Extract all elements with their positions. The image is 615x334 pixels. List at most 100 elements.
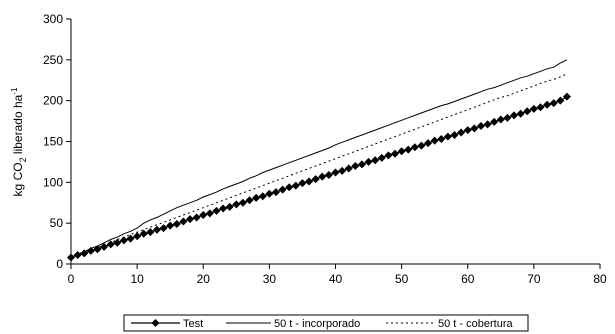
series-test-point — [232, 200, 241, 209]
series-test-point — [166, 221, 175, 230]
series-test-point — [238, 198, 247, 207]
legend: Test 50 t - incorporado 50 t - cobertura — [123, 314, 529, 332]
y-axis-title-prefix: kg CO — [11, 162, 25, 196]
series-test-point — [318, 172, 327, 181]
series-test-point — [186, 215, 195, 224]
series-test-point — [139, 229, 148, 238]
series-test-point — [377, 153, 386, 162]
series-incorporado-line — [70, 59, 568, 258]
series-test-point — [516, 109, 525, 118]
x-axis: 0 10 20 30 40 50 60 70 80 — [68, 263, 607, 286]
series-test-point — [424, 139, 433, 148]
series-test-point — [404, 145, 413, 154]
series-test-point — [496, 115, 505, 124]
series-test-point — [450, 130, 459, 139]
series-test-point — [523, 107, 532, 116]
series-test-point — [205, 209, 214, 218]
series-test-point — [549, 99, 558, 108]
x-tick-label: 30 — [263, 272, 277, 286]
series-test-point — [371, 156, 380, 165]
series-test-point — [199, 211, 208, 219]
y-axis-title-suffix: liberado ha — [11, 94, 25, 157]
series-test-point — [410, 143, 419, 152]
series-test-point — [291, 181, 300, 190]
series-test-point — [258, 192, 267, 201]
series-test-point — [119, 236, 128, 245]
series-test-point — [483, 120, 492, 129]
series-test-point — [417, 141, 426, 150]
legend-test-diamond-marker — [151, 319, 160, 327]
series-test-point — [391, 149, 400, 158]
series-test-point — [430, 136, 439, 145]
series-test-point — [298, 179, 307, 188]
legend-incorporado-label: 50 t - incorporado — [274, 318, 360, 330]
series-test-point — [271, 188, 280, 197]
series-test-point — [324, 170, 333, 179]
series-test-point — [384, 151, 393, 160]
series-test-point — [351, 162, 360, 170]
series-test-point — [106, 240, 115, 249]
series-test-point — [397, 147, 406, 156]
series-test-point — [463, 126, 472, 135]
series-test-point — [126, 234, 135, 243]
series-test-point — [100, 242, 109, 251]
x-tick-label: 10 — [130, 272, 144, 286]
series-test-point — [179, 217, 188, 226]
series-test-point — [285, 183, 294, 192]
series-test-point — [252, 193, 261, 202]
legend-box — [123, 314, 529, 332]
legend-test-label: Test — [183, 318, 203, 330]
series-test-point — [443, 132, 452, 141]
series-test-point — [212, 206, 221, 215]
series-test-point — [159, 224, 168, 233]
x-tick-label: 60 — [461, 272, 475, 286]
x-tick-label: 70 — [527, 272, 541, 286]
series-test-point — [529, 104, 538, 113]
y-tick-label: 50 — [50, 216, 64, 230]
series-test-point — [73, 251, 82, 260]
series-test-point — [490, 117, 499, 126]
x-tick-label: 50 — [395, 272, 409, 286]
series-test-point — [278, 185, 287, 194]
x-tick-label: 40 — [329, 272, 343, 286]
x-tick-label: 20 — [197, 272, 211, 286]
y-tick-label: 100 — [43, 175, 63, 189]
series-test-point — [152, 225, 161, 234]
series-test-point — [556, 96, 565, 105]
y-tick-label: 250 — [43, 53, 63, 67]
series-test-point — [305, 177, 314, 186]
series-test-point — [133, 232, 142, 241]
series-test-point — [543, 100, 552, 109]
series-test-point — [311, 175, 320, 184]
series-test-line — [70, 96, 568, 259]
series-test-point — [437, 135, 446, 144]
y-axis-title: kg CO2 liberado ha-1 — [10, 87, 28, 196]
plot-area — [67, 59, 571, 262]
series-test-point — [192, 213, 201, 222]
y-axis: 0 50 100 150 200 250 300 — [43, 12, 72, 271]
x-tick-label: 80 — [593, 272, 607, 286]
y-axis-title-subscript: 2 — [18, 157, 28, 162]
series-test-point — [476, 121, 485, 130]
series-test-point — [225, 202, 234, 211]
y-axis-title-superscript: -1 — [10, 87, 19, 95]
series-test-point — [562, 92, 571, 101]
series-test-point — [510, 111, 519, 120]
series-test-point — [344, 164, 353, 173]
series-test-point — [364, 157, 373, 166]
series-test-point — [503, 113, 512, 122]
series-test-point — [470, 124, 479, 133]
series-test-point — [338, 166, 347, 175]
y-tick-label: 0 — [56, 257, 63, 271]
y-tick-label: 200 — [43, 94, 63, 108]
series-test-point — [536, 103, 545, 112]
legend-cobertura-label: 50 t - cobertura — [438, 318, 513, 330]
series-test-point — [113, 238, 122, 247]
series-test-point — [357, 160, 366, 169]
y-tick-label: 300 — [43, 12, 63, 26]
series-test-point — [219, 204, 228, 213]
x-tick-label: 0 — [68, 272, 75, 286]
series-test-point — [146, 228, 155, 237]
series-test-point — [457, 128, 466, 137]
